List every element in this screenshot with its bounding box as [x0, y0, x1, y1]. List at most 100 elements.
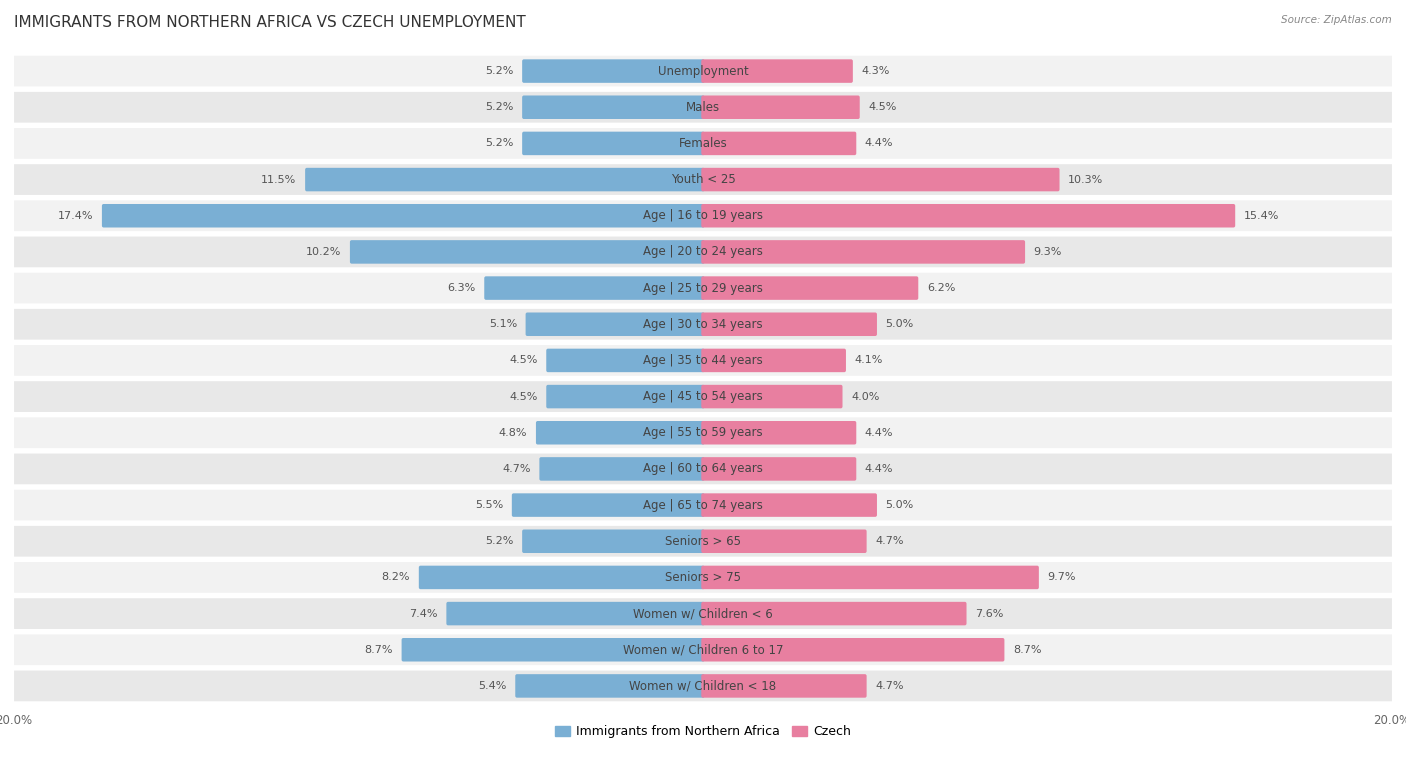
Text: Females: Females [679, 137, 727, 150]
Text: Seniors > 75: Seniors > 75 [665, 571, 741, 584]
FancyBboxPatch shape [14, 92, 1392, 123]
FancyBboxPatch shape [14, 598, 1392, 629]
FancyBboxPatch shape [702, 349, 846, 372]
FancyBboxPatch shape [702, 204, 1236, 228]
Text: 8.7%: 8.7% [364, 645, 392, 655]
Text: 5.2%: 5.2% [485, 536, 513, 547]
FancyBboxPatch shape [702, 674, 866, 698]
FancyBboxPatch shape [547, 385, 704, 408]
FancyBboxPatch shape [419, 565, 704, 589]
Text: 5.1%: 5.1% [489, 319, 517, 329]
FancyBboxPatch shape [484, 276, 704, 300]
FancyBboxPatch shape [350, 240, 704, 263]
Text: Unemployment: Unemployment [658, 64, 748, 77]
FancyBboxPatch shape [14, 345, 1392, 375]
FancyBboxPatch shape [14, 273, 1392, 304]
Text: Age | 16 to 19 years: Age | 16 to 19 years [643, 209, 763, 223]
Text: 17.4%: 17.4% [58, 210, 93, 221]
Text: Males: Males [686, 101, 720, 114]
Text: Age | 20 to 24 years: Age | 20 to 24 years [643, 245, 763, 258]
Text: 8.2%: 8.2% [381, 572, 411, 582]
Text: 4.5%: 4.5% [509, 391, 537, 401]
Text: 4.8%: 4.8% [499, 428, 527, 438]
Text: 7.6%: 7.6% [976, 609, 1004, 618]
Text: Seniors > 65: Seniors > 65 [665, 534, 741, 548]
Text: 4.5%: 4.5% [509, 356, 537, 366]
Text: Age | 35 to 44 years: Age | 35 to 44 years [643, 354, 763, 367]
Text: 6.2%: 6.2% [927, 283, 955, 293]
Text: 10.2%: 10.2% [307, 247, 342, 257]
Text: IMMIGRANTS FROM NORTHERN AFRICA VS CZECH UNEMPLOYMENT: IMMIGRANTS FROM NORTHERN AFRICA VS CZECH… [14, 15, 526, 30]
FancyBboxPatch shape [522, 95, 704, 119]
Text: 4.5%: 4.5% [869, 102, 897, 112]
Text: 6.3%: 6.3% [447, 283, 475, 293]
FancyBboxPatch shape [522, 132, 704, 155]
Text: Source: ZipAtlas.com: Source: ZipAtlas.com [1281, 15, 1392, 25]
Text: Women w/ Children < 18: Women w/ Children < 18 [630, 680, 776, 693]
Text: Age | 60 to 64 years: Age | 60 to 64 years [643, 463, 763, 475]
FancyBboxPatch shape [702, 494, 877, 517]
Text: Women w/ Children 6 to 17: Women w/ Children 6 to 17 [623, 643, 783, 656]
FancyBboxPatch shape [702, 313, 877, 336]
Text: 5.2%: 5.2% [485, 66, 513, 76]
FancyBboxPatch shape [702, 385, 842, 408]
FancyBboxPatch shape [702, 59, 853, 83]
FancyBboxPatch shape [14, 562, 1392, 593]
Text: 5.4%: 5.4% [478, 681, 506, 691]
Text: 8.7%: 8.7% [1012, 645, 1042, 655]
Text: 4.4%: 4.4% [865, 139, 893, 148]
Text: 4.7%: 4.7% [502, 464, 531, 474]
FancyBboxPatch shape [14, 634, 1392, 665]
Text: 7.4%: 7.4% [409, 609, 437, 618]
FancyBboxPatch shape [540, 457, 704, 481]
Text: 4.0%: 4.0% [851, 391, 880, 401]
Legend: Immigrants from Northern Africa, Czech: Immigrants from Northern Africa, Czech [550, 721, 856, 743]
FancyBboxPatch shape [14, 453, 1392, 484]
Text: 5.0%: 5.0% [886, 319, 914, 329]
FancyBboxPatch shape [702, 132, 856, 155]
FancyBboxPatch shape [702, 602, 966, 625]
FancyBboxPatch shape [14, 526, 1392, 556]
Text: 10.3%: 10.3% [1069, 175, 1104, 185]
FancyBboxPatch shape [14, 671, 1392, 701]
Text: 15.4%: 15.4% [1244, 210, 1279, 221]
FancyBboxPatch shape [702, 638, 1004, 662]
FancyBboxPatch shape [515, 674, 704, 698]
Text: 4.7%: 4.7% [875, 536, 904, 547]
Text: Women w/ Children < 6: Women w/ Children < 6 [633, 607, 773, 620]
FancyBboxPatch shape [14, 309, 1392, 340]
Text: 9.3%: 9.3% [1033, 247, 1062, 257]
Text: 5.5%: 5.5% [475, 500, 503, 510]
Text: 5.2%: 5.2% [485, 102, 513, 112]
FancyBboxPatch shape [702, 168, 1060, 192]
FancyBboxPatch shape [14, 417, 1392, 448]
FancyBboxPatch shape [536, 421, 704, 444]
Text: Age | 65 to 74 years: Age | 65 to 74 years [643, 499, 763, 512]
Text: Age | 25 to 29 years: Age | 25 to 29 years [643, 282, 763, 294]
Text: 11.5%: 11.5% [262, 175, 297, 185]
Text: Age | 55 to 59 years: Age | 55 to 59 years [643, 426, 763, 439]
FancyBboxPatch shape [702, 421, 856, 444]
Text: 4.3%: 4.3% [862, 66, 890, 76]
FancyBboxPatch shape [522, 529, 704, 553]
FancyBboxPatch shape [702, 529, 866, 553]
FancyBboxPatch shape [14, 164, 1392, 195]
FancyBboxPatch shape [547, 349, 704, 372]
FancyBboxPatch shape [702, 276, 918, 300]
FancyBboxPatch shape [702, 457, 856, 481]
Text: 5.0%: 5.0% [886, 500, 914, 510]
Text: Youth < 25: Youth < 25 [671, 173, 735, 186]
FancyBboxPatch shape [522, 59, 704, 83]
Text: 5.2%: 5.2% [485, 139, 513, 148]
Text: 9.7%: 9.7% [1047, 572, 1076, 582]
Text: 4.4%: 4.4% [865, 464, 893, 474]
FancyBboxPatch shape [14, 382, 1392, 412]
FancyBboxPatch shape [702, 95, 859, 119]
FancyBboxPatch shape [14, 236, 1392, 267]
FancyBboxPatch shape [702, 240, 1025, 263]
FancyBboxPatch shape [14, 490, 1392, 521]
FancyBboxPatch shape [14, 56, 1392, 86]
Text: 4.7%: 4.7% [875, 681, 904, 691]
Text: 4.4%: 4.4% [865, 428, 893, 438]
FancyBboxPatch shape [305, 168, 704, 192]
